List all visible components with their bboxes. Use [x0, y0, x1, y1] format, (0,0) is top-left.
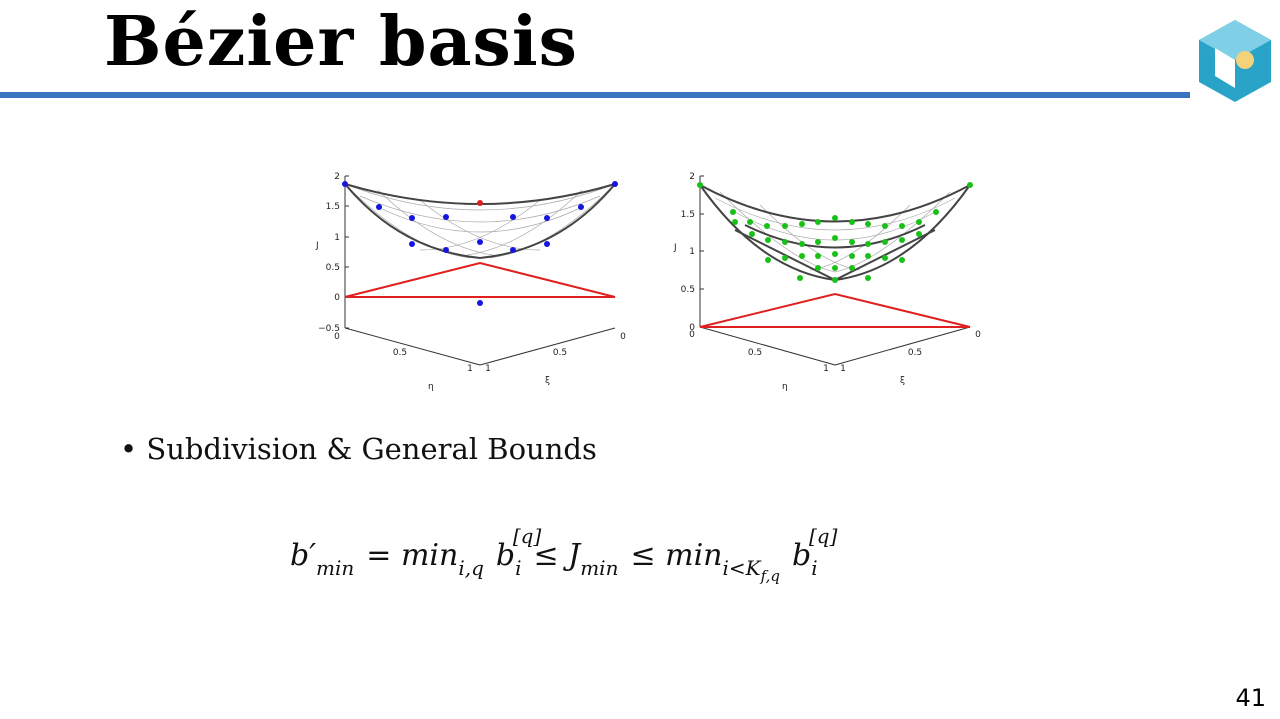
- formula-subscript: i,q: [458, 556, 484, 580]
- logo: [1199, 20, 1271, 102]
- formula-superscript: [q]: [512, 524, 542, 548]
- eta-tick-label: 0: [334, 332, 340, 342]
- xi-tick-label: 0.5: [908, 348, 922, 358]
- formula-term: bi [q]: [495, 524, 541, 580]
- xi-tick-label: 0: [975, 330, 981, 340]
- xi-tick-label: 1: [485, 364, 491, 374]
- z-label: J: [315, 241, 319, 251]
- eta-tick-label: 0: [689, 330, 695, 340]
- xi-tick-label: 1: [840, 364, 846, 374]
- title-rule: [0, 92, 1190, 98]
- z-tick-label: 2: [334, 172, 340, 182]
- formula-subscript: min: [316, 556, 355, 580]
- formula-base: b: [792, 538, 812, 573]
- formula-subsubscript: f,q: [760, 567, 780, 585]
- eta-tick-label: 0.5: [748, 348, 762, 358]
- z-tick-label: 2: [689, 172, 695, 182]
- bullet-text: Subdivision & General Bounds: [146, 432, 597, 466]
- z-tick-label: 1.5: [681, 210, 695, 220]
- formula-superscript: [q]: [809, 524, 838, 548]
- eta-tick-label: 0.5: [393, 348, 407, 358]
- formula-base: b: [495, 538, 516, 573]
- xi-label: ξ: [545, 376, 550, 386]
- formula: b′min = mini,q bi [q] ≤ Jmin ≤ mini<Kf,qbi [q]: [290, 524, 837, 585]
- formula-term: ≤ Jmin: [533, 538, 619, 580]
- xi-tick-label: 0.5: [553, 348, 567, 358]
- z-label: J: [673, 243, 677, 253]
- eta-tick-label: 1: [467, 364, 473, 374]
- z-tick-label: 1.5: [326, 202, 340, 212]
- formula-term: b′min: [290, 538, 354, 580]
- z-tick-label: 1: [689, 247, 695, 257]
- plot-2: 2 1.5 1 0.5 0 0 0.5 1 1 0.5 0 J η ξ: [673, 172, 981, 392]
- bullet: • Subdivision & General Bounds: [120, 432, 597, 466]
- page-number: 41: [1235, 684, 1266, 712]
- formula-base: ≤ J: [533, 538, 581, 573]
- z-tick-label: 0: [689, 323, 695, 333]
- formula-subscript: i: [811, 556, 818, 580]
- formula-term: bi [q]: [792, 524, 837, 580]
- formula-base: b′: [290, 538, 317, 573]
- plot-1: 2 1.5 1 0.5 0 −0.5 0 0.5 1 1 0.5 0 J η ξ: [315, 172, 626, 392]
- eta-tick-label: 1: [823, 364, 829, 374]
- eta-label: η: [428, 382, 434, 392]
- xi-tick-label: 0: [620, 332, 626, 342]
- z-tick-label: 0.5: [326, 263, 340, 273]
- formula-base: = min: [366, 538, 459, 573]
- formula-subscript: i: [515, 556, 522, 580]
- formula-subscript: i<K: [722, 556, 761, 580]
- plots: 2 1.5 1 0.5 0 −0.5 0 0.5 1 1 0.5 0 J η ξ…: [315, 172, 981, 392]
- slide-title: Bézier basis: [104, 2, 578, 82]
- z-tick-label: 1: [334, 233, 340, 243]
- z-tick-label: 0.5: [681, 285, 695, 295]
- formula-base: ≤ min: [630, 538, 723, 573]
- eta-label: η: [782, 382, 788, 392]
- formula-subscript: min: [580, 556, 619, 580]
- formula-term: = mini,q: [366, 538, 484, 580]
- formula-term: ≤ mini<Kf,q: [630, 538, 780, 585]
- z-tick-label: 0: [334, 293, 340, 303]
- xi-label: ξ: [900, 376, 905, 386]
- z-tick-label: −0.5: [318, 324, 340, 334]
